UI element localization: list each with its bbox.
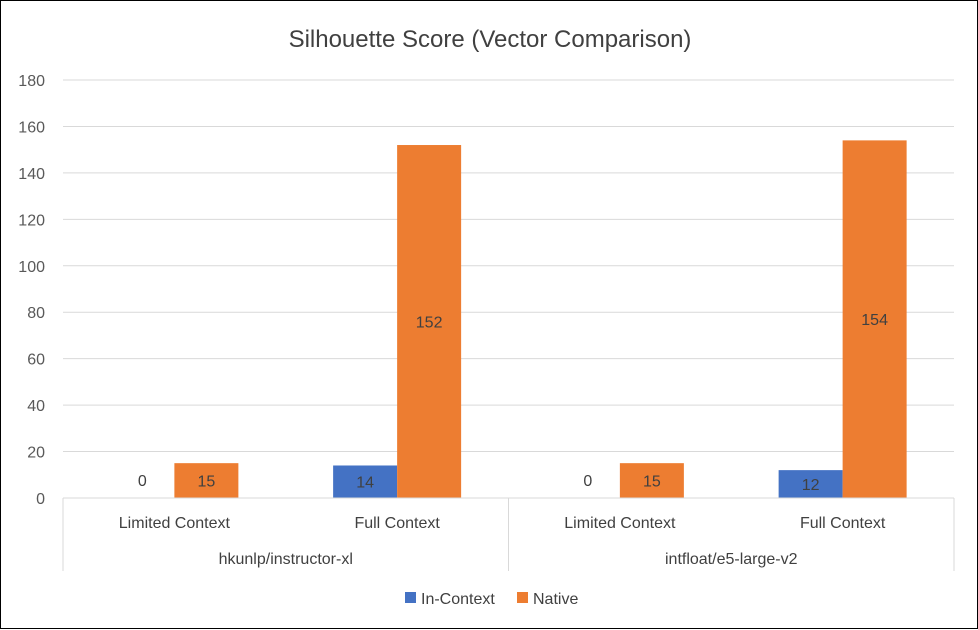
data-label: 14 (356, 475, 374, 492)
y-tick-label: 80 (27, 305, 45, 322)
legend-label: Native (533, 591, 578, 608)
x-axis: Limited Context Full Context Limited Conte… (62, 497, 955, 571)
data-label: 15 (197, 474, 215, 491)
legend-swatch (517, 592, 528, 603)
y-tick-label: 20 (27, 445, 45, 462)
x-category-label: Full Context (800, 515, 886, 532)
legend: In-Context Native (405, 591, 578, 608)
bars: 0 14 0 12 15 152 15 154 (138, 140, 907, 498)
bar-native (174, 463, 239, 498)
y-tick-label: 40 (27, 398, 45, 415)
data-label: 15 (643, 474, 661, 491)
data-label: 0 (583, 473, 592, 490)
y-tick-label: 140 (18, 166, 45, 183)
x-group-label: hkunlp/instructor-xl (219, 551, 353, 568)
y-axis-ticks: 0 20 40 60 80 100 120 140 160 180 (18, 73, 45, 508)
bar-native (619, 463, 684, 498)
chart-title: Silhouette Score (Vector Comparison) (289, 26, 692, 53)
bar-in-context (333, 465, 398, 498)
legend-label: In-Context (421, 591, 495, 608)
x-category-label: Limited Context (119, 515, 231, 532)
x-category-label: Full Context (354, 515, 440, 532)
y-tick-label: 120 (18, 212, 45, 229)
data-label: 152 (416, 315, 443, 332)
gridlines (63, 79, 954, 499)
bar-native (397, 145, 462, 498)
y-tick-label: 0 (36, 491, 45, 508)
bar-in-context (778, 470, 843, 498)
data-label: 154 (861, 312, 888, 329)
data-label: 12 (802, 477, 820, 494)
y-tick-label: 60 (27, 352, 45, 369)
bar-native (842, 140, 907, 498)
y-tick-label: 100 (18, 259, 45, 276)
y-tick-label: 160 (18, 119, 45, 136)
x-group-label: intfloat/e5-large-v2 (665, 551, 798, 568)
data-label: 0 (138, 473, 147, 490)
y-tick-label: 180 (18, 73, 45, 90)
x-category-label: Limited Context (564, 515, 676, 532)
legend-swatch (405, 592, 416, 603)
